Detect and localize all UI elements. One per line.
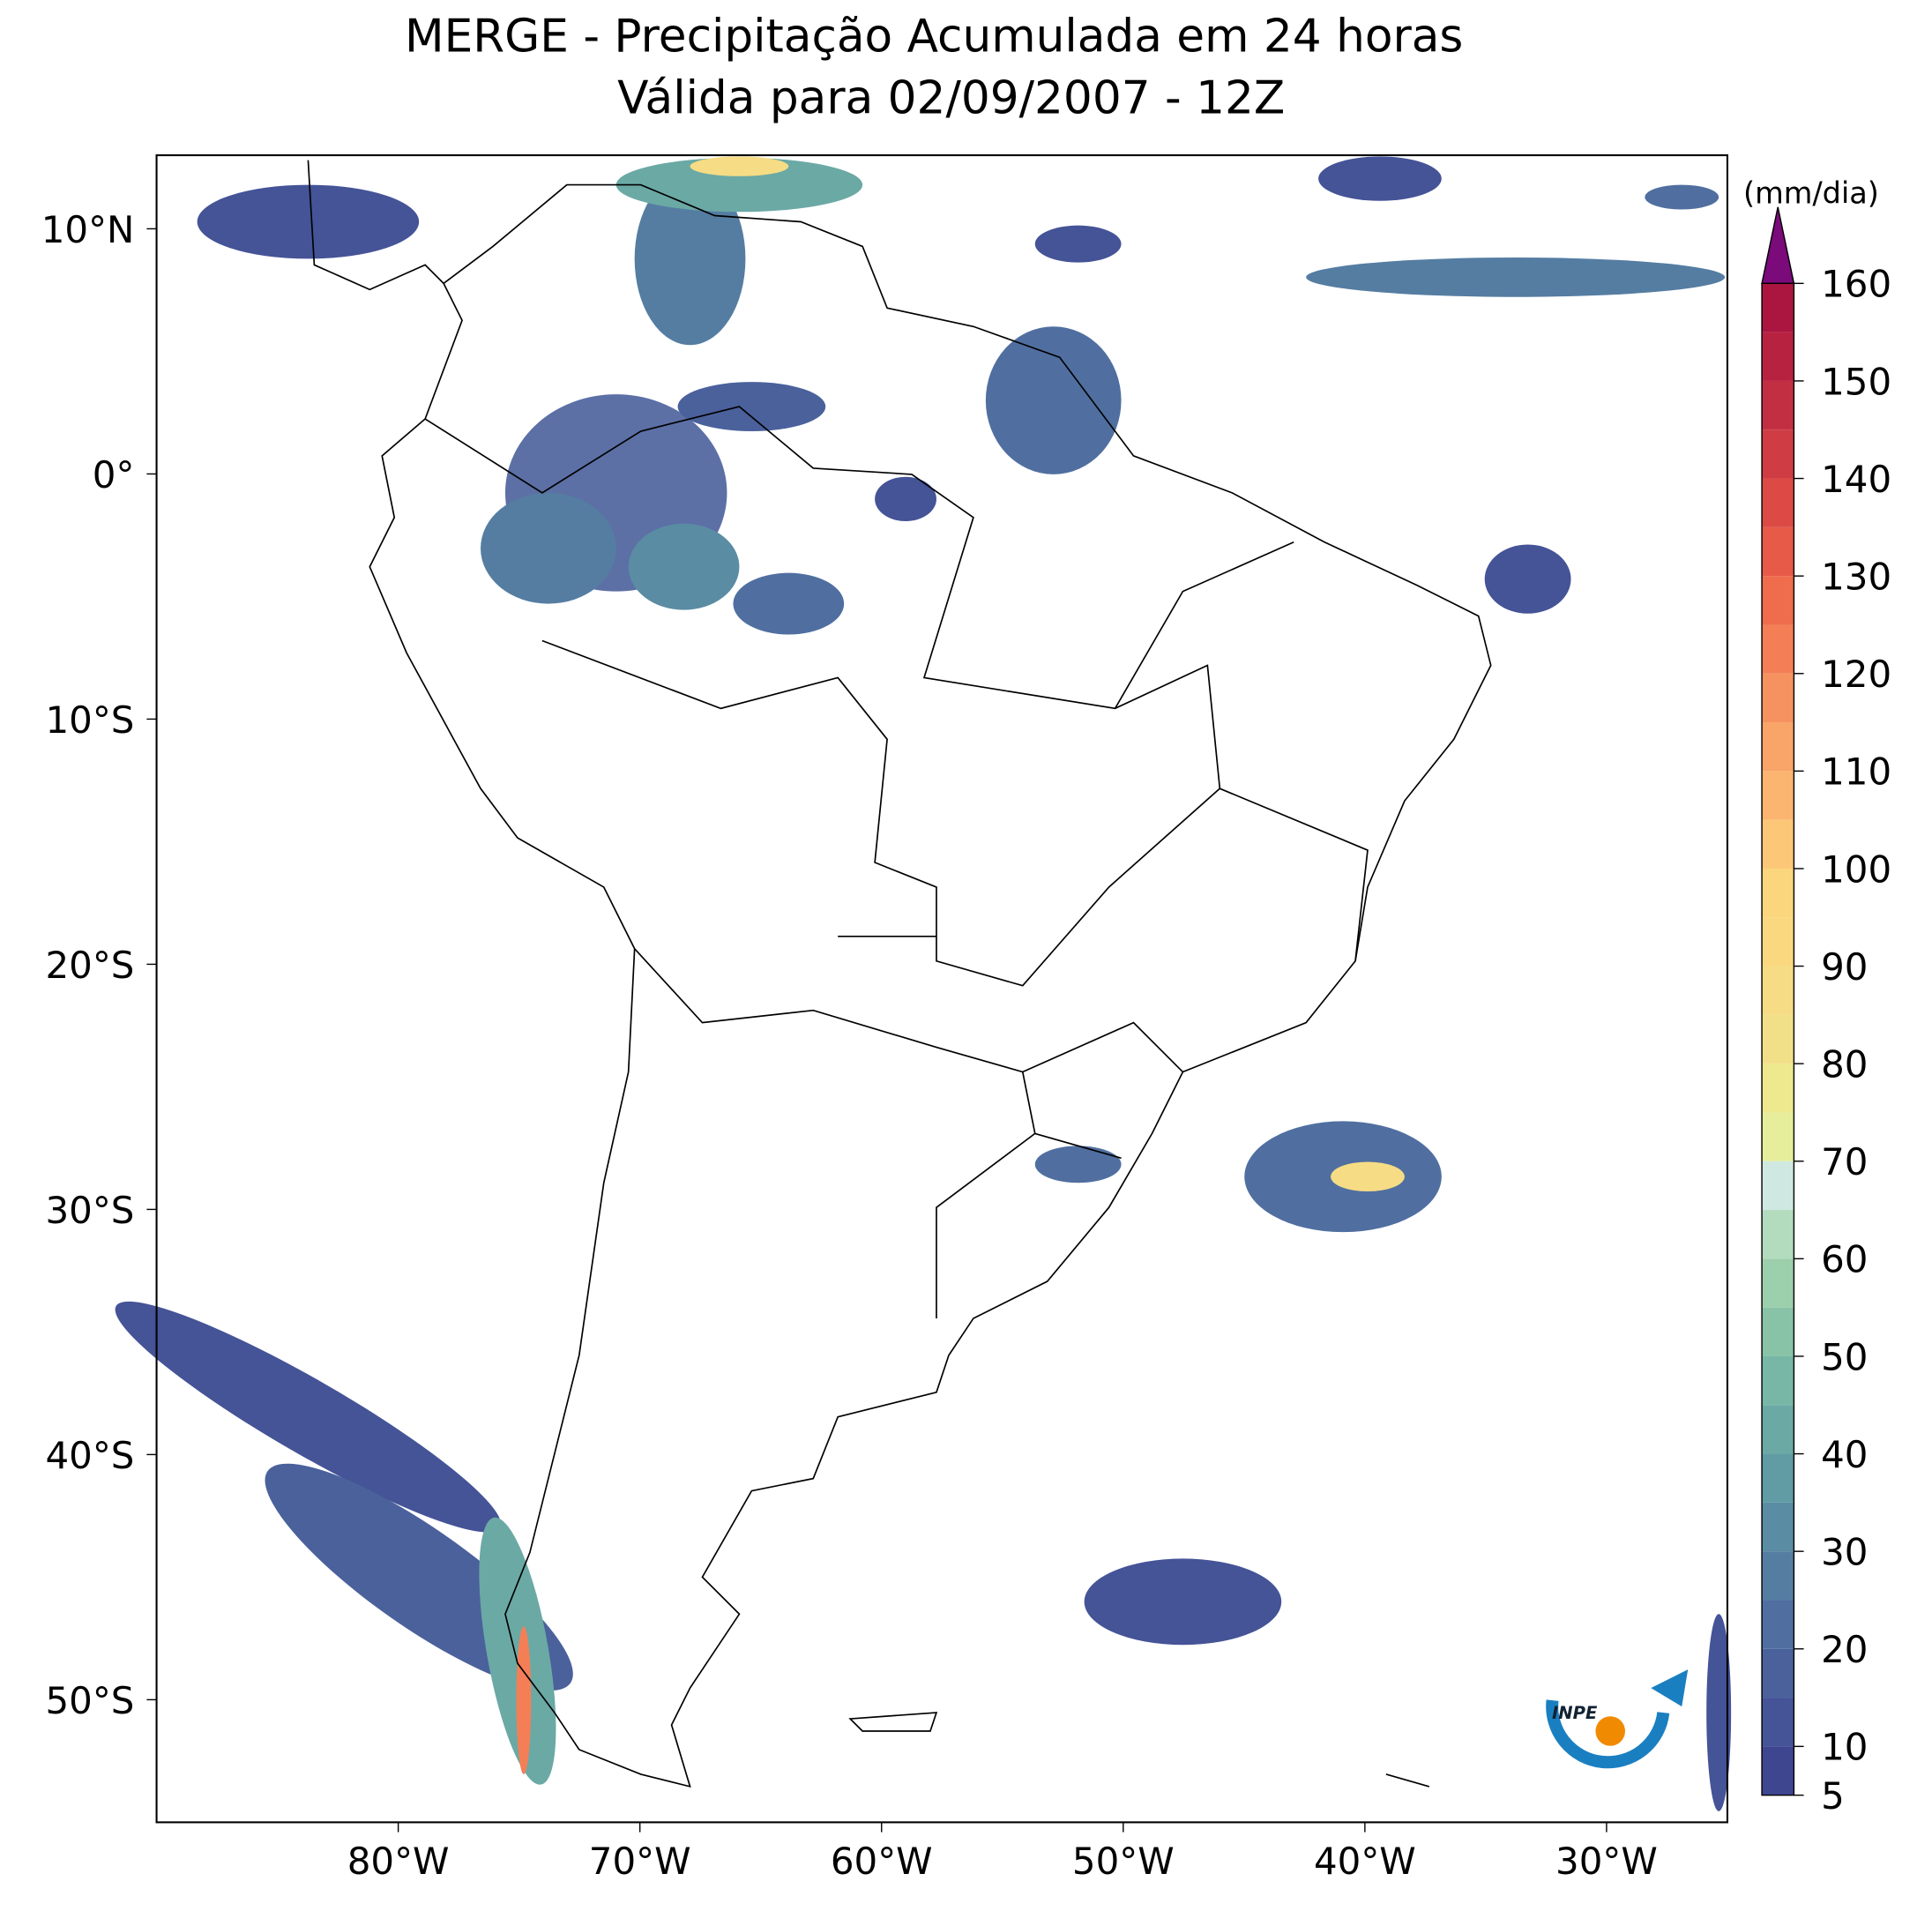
- colorbar-frame: [1761, 282, 1795, 1796]
- x-tick-label: 60°W: [831, 1840, 933, 1883]
- x-tick-label: 30°W: [1555, 1840, 1658, 1883]
- colorbar-bin: [1762, 624, 1794, 674]
- colorbar-bin: [1762, 966, 1794, 1015]
- colorbar-bin: [1762, 722, 1794, 772]
- x-tick-label: 40°W: [1314, 1840, 1416, 1883]
- y-tick-label: 50°S: [46, 1679, 135, 1722]
- colorbar-tick-label: 10: [1821, 1726, 1868, 1769]
- colorbar-bin: [1762, 1258, 1794, 1308]
- colorbar-tick-label: 40: [1821, 1433, 1868, 1476]
- colorbar-extend: [1761, 206, 1795, 285]
- colorbar-bin: [1762, 526, 1794, 577]
- colorbar-tick-label: 70: [1821, 1140, 1868, 1183]
- colorbar-tick-label: 5: [1821, 1774, 1845, 1818]
- colorbar-tick-label: 120: [1821, 653, 1891, 696]
- y-tick-label: 10°S: [46, 698, 135, 742]
- colorbar-tick-label: 150: [1821, 360, 1891, 403]
- precipitation-areas: [115, 156, 1732, 1811]
- colorbar-tick-label: 140: [1821, 458, 1891, 501]
- colorbar-tick-label: 30: [1821, 1531, 1868, 1574]
- x-tick-label: 80°W: [347, 1840, 450, 1883]
- colorbar-bin: [1762, 917, 1794, 967]
- colorbar-tick-label: 160: [1821, 263, 1891, 306]
- colorbar-bin: [1762, 1551, 1794, 1601]
- colorbar-bin: [1762, 1307, 1794, 1356]
- colorbar-bin: [1762, 1746, 1794, 1795]
- colorbar-bin: [1762, 283, 1794, 332]
- colorbar-tick-label: 60: [1821, 1238, 1868, 1281]
- colorbar-tick-label: 130: [1821, 556, 1891, 599]
- colorbar-bin: [1762, 1502, 1794, 1552]
- colorbar-bin: [1762, 1210, 1794, 1259]
- subtitle: Válida para 02/09/2007 - 12Z: [617, 72, 1285, 125]
- colorbar-bin: [1762, 1014, 1794, 1064]
- colorbar-bin: [1762, 478, 1794, 527]
- colorbar-bin: [1762, 771, 1794, 820]
- colorbar-bin: [1762, 332, 1794, 381]
- colorbar-tick-label: 90: [1821, 945, 1868, 989]
- colorbar-tick-label: 20: [1821, 1628, 1868, 1671]
- y-tick-label: 10°N: [41, 208, 135, 251]
- colorbar-bin: [1762, 1648, 1794, 1698]
- colorbar-bin: [1762, 673, 1794, 723]
- colorbar-tick-label: 110: [1821, 750, 1891, 794]
- colorbar-bin: [1762, 1112, 1794, 1161]
- inpe-logo: INPE: [1546, 1669, 1689, 1769]
- colorbar-bin: [1762, 1600, 1794, 1649]
- colorbar-bin: [1762, 576, 1794, 625]
- colorbar-bin: [1762, 1698, 1794, 1747]
- colorbar-bin: [1762, 819, 1794, 869]
- x-tick-label: 70°W: [589, 1840, 691, 1883]
- colorbar-bin: [1762, 1161, 1794, 1211]
- colorbar-bin: [1762, 1453, 1794, 1503]
- x-tick-label: 50°W: [1072, 1840, 1175, 1883]
- colorbar-bin: [1762, 1405, 1794, 1454]
- colorbar-bin: [1762, 1355, 1794, 1406]
- map-frame: [155, 153, 1728, 1824]
- colorbar-tick-label: 50: [1821, 1335, 1868, 1378]
- logo-text: INPE: [1552, 1703, 1598, 1723]
- coastlines: [307, 160, 1492, 1788]
- y-tick-label: 30°S: [46, 1189, 135, 1232]
- y-tick-label: 20°S: [46, 944, 135, 987]
- colorbar-bin: [1762, 868, 1794, 918]
- colorbar-tick-label: 100: [1821, 847, 1891, 891]
- colorbar-bin: [1762, 1064, 1794, 1113]
- title: MERGE - Precipitação Acumulada em 24 hor…: [405, 11, 1463, 63]
- y-tick-label: 0°: [93, 453, 135, 496]
- colorbar-tick-label: 80: [1821, 1043, 1868, 1086]
- colorbar-bin: [1762, 380, 1794, 430]
- colorbar-unit: (mm/dia): [1743, 176, 1879, 211]
- colorbar-bin: [1762, 429, 1794, 479]
- y-tick-label: 40°S: [46, 1434, 135, 1477]
